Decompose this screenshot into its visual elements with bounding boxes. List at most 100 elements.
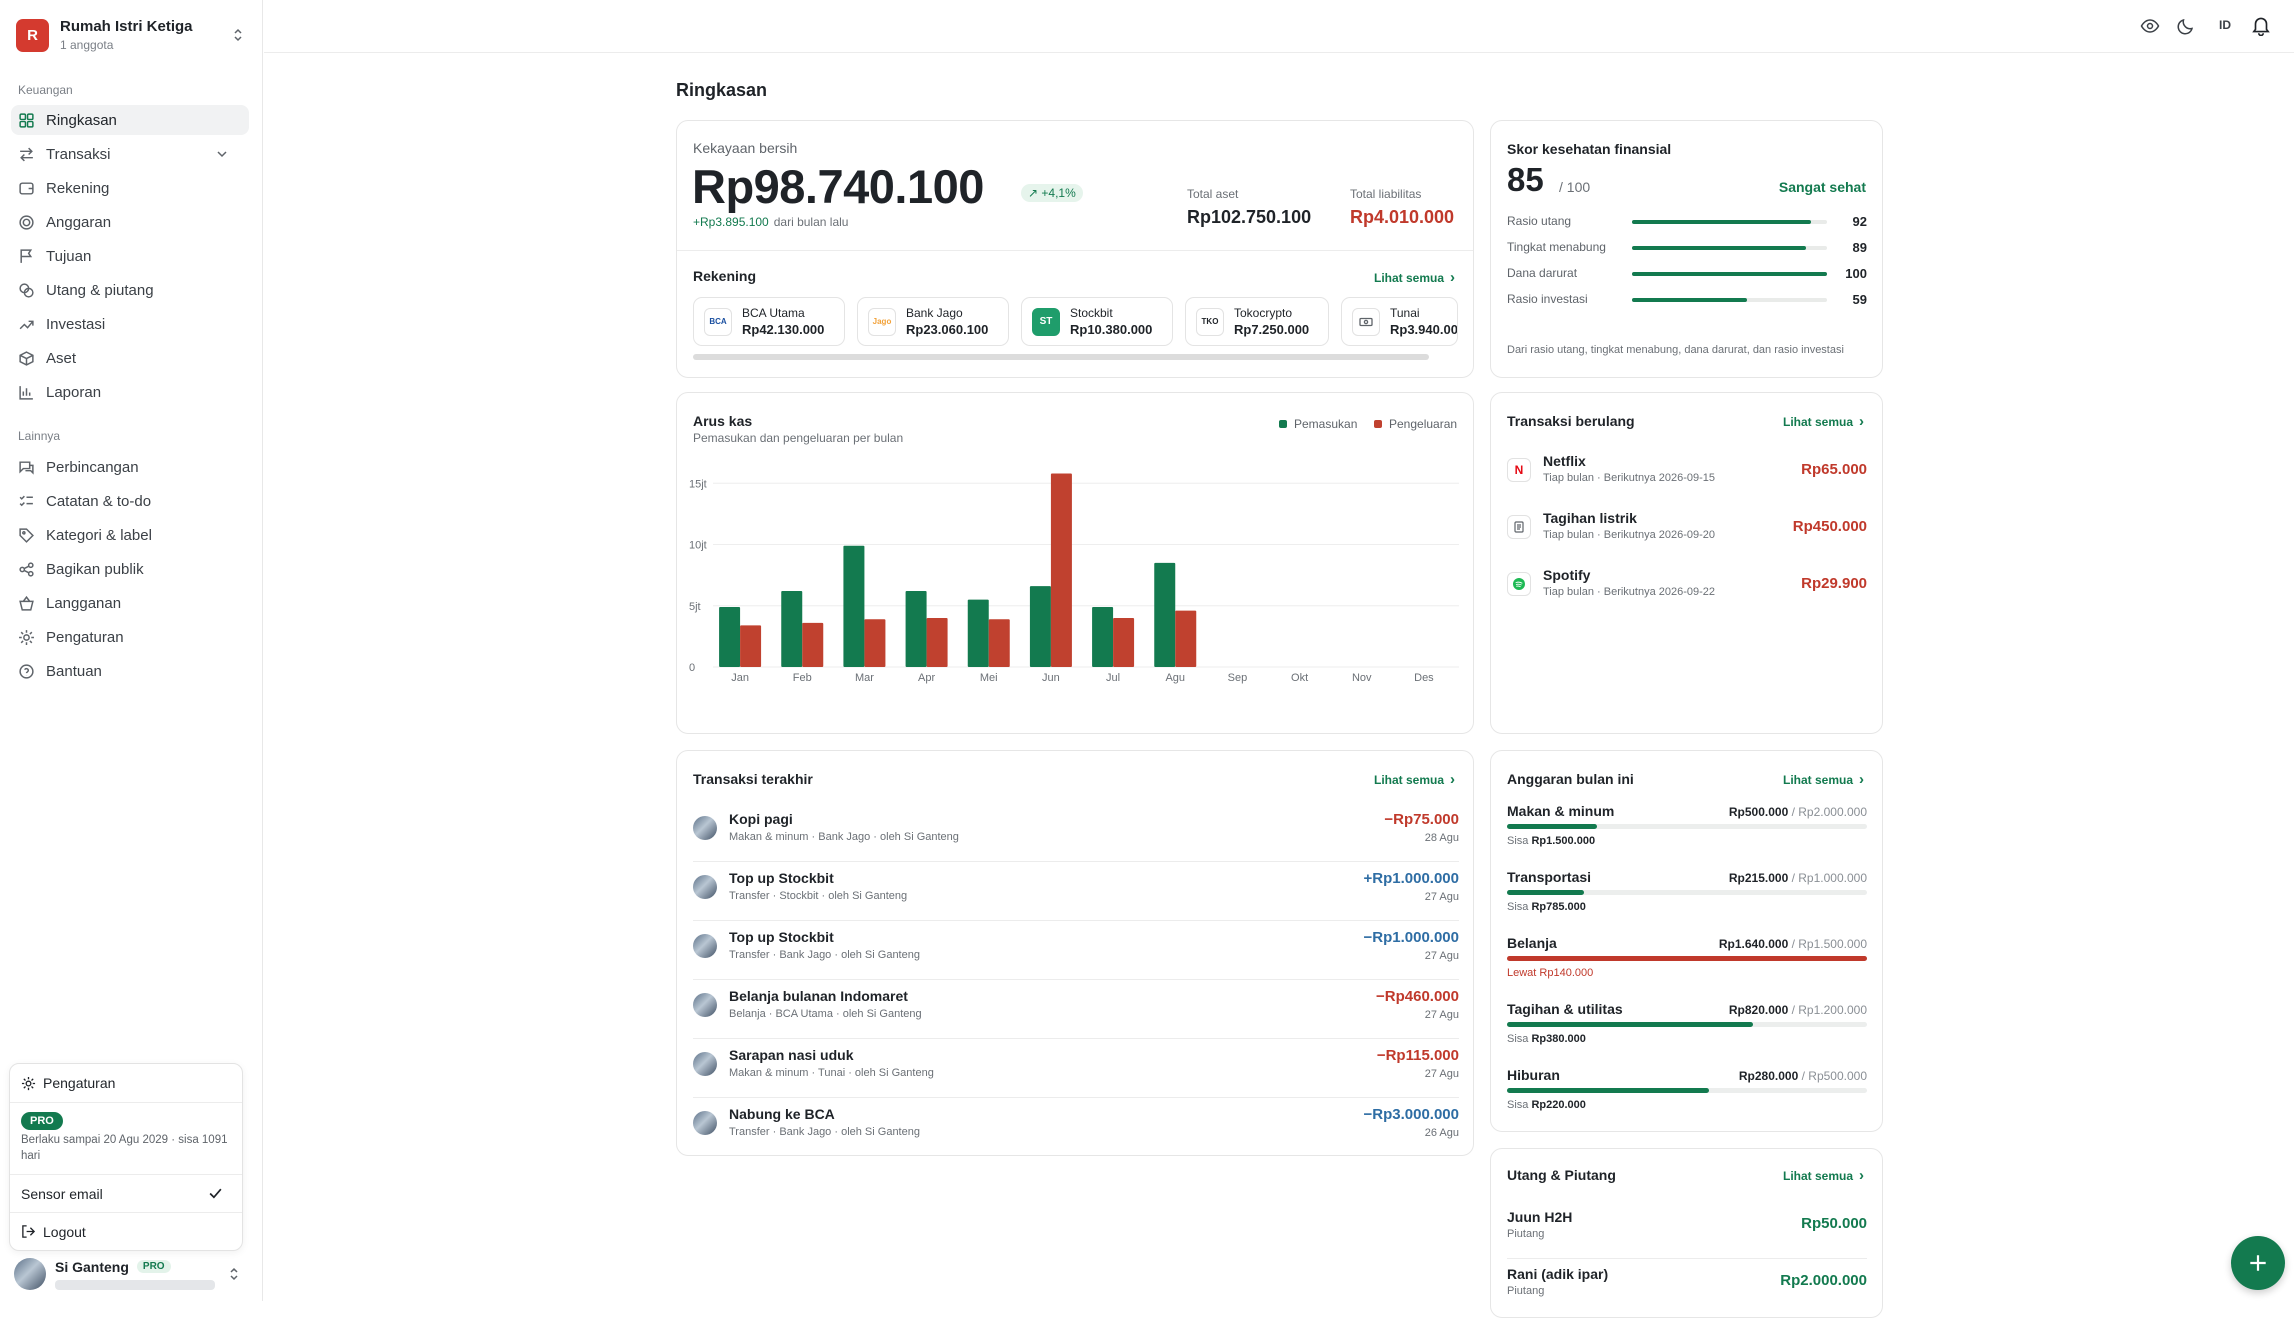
user-email-redacted (55, 1279, 215, 1290)
transaction-row[interactable]: Belanja bulanan Indomaret Belanja · BCA … (693, 980, 1459, 1039)
account-tile-cash[interactable]: Tunai Rp3.940.000 (1341, 297, 1458, 346)
legend-income: Pemasukan (1279, 417, 1357, 431)
language-toggle[interactable]: ID (2219, 18, 2231, 32)
add-transaction-button[interactable] (2231, 1236, 2285, 1290)
sidebar-item-notes[interactable]: Catatan & to-do (11, 486, 249, 516)
sidebar-item-label: Transaksi (46, 145, 111, 163)
y-tick-label: 10jt (689, 540, 707, 552)
transaction-amount: −Rp75.000 (1384, 811, 1459, 828)
recurring-see-all-link[interactable]: Lihat semua (1783, 415, 1864, 429)
expense-bar (988, 619, 1010, 667)
sidebar-item-subscription[interactable]: Langganan (11, 588, 249, 618)
ratio-label: Rasio utang (1507, 214, 1572, 228)
sidebar-item-label: Rekening (46, 179, 110, 197)
debts-see-all-link[interactable]: Lihat semua (1783, 1169, 1864, 1183)
sidebar-item-settings[interactable]: Pengaturan (11, 622, 249, 652)
account-balance: Rp23.060.100 (906, 322, 989, 337)
sidebar-item-reports[interactable]: Laporan (11, 377, 249, 407)
recurring-schedule: Tiap bulan · Berikutnya 2026-09-15 (1543, 472, 1716, 484)
debt-name: Rani (adik ipar) (1507, 1266, 1609, 1282)
ratio-bar (1632, 246, 1806, 250)
expense-bar (1113, 618, 1135, 667)
account-name: Tunai (1390, 306, 1420, 320)
transaction-row[interactable]: Nabung ke BCA Transfer · Bank Jago · ole… (693, 1098, 1459, 1157)
x-tick-label: Jun (1042, 672, 1060, 684)
sidebar-item-debts[interactable]: Utang & piutang (11, 275, 249, 305)
budget-category: Transportasi (1507, 869, 1592, 885)
sidebar-item-goals[interactable]: Tujuan (11, 241, 249, 271)
transaction-row[interactable]: Top up Stockbit Transfer · Stockbit · ol… (693, 862, 1459, 921)
bill-icon (1507, 515, 1531, 539)
transaction-meta: Belanja · BCA Utama · oleh Si Ganteng (729, 1008, 922, 1020)
accounts-scrollbar[interactable] (693, 354, 1429, 360)
budget-see-all-link[interactable]: Lihat semua (1783, 773, 1864, 787)
gear-icon (19, 629, 34, 645)
avatar (693, 816, 717, 840)
budget-row[interactable]: Belanja Rp1.640.000 / Rp1.500.000 Lewat … (1507, 935, 1867, 989)
recurring-title: Transaksi berulang (1507, 413, 1635, 429)
workspace-logo: R (16, 18, 49, 52)
budget-row[interactable]: Makan & minum Rp500.000 / Rp2.000.000 Si… (1507, 803, 1867, 857)
cashflow-card: Arus kas Pemasukan dan pengeluaran per b… (676, 392, 1474, 734)
debt-row[interactable]: Rani (adik ipar) Piutang Rp2.000.000 (1507, 1266, 1867, 1316)
financial-health-card: Skor kesehatan finansial 85 / 100 Sangat… (1490, 120, 1883, 378)
debt-type: Piutang (1507, 1228, 1545, 1240)
account-tile-stockbit[interactable]: ST Stockbit Rp10.380.000 (1021, 297, 1173, 346)
recurring-item-electricity[interactable]: Tagihan listrik Tiap bulan · Berikutnya … (1507, 510, 1867, 550)
sidebar-item-discussion[interactable]: Perbincangan (11, 452, 249, 482)
sidebar-item-help[interactable]: Bantuan (11, 656, 249, 686)
budget-progress (1507, 824, 1597, 829)
net-worth-label: Kekayaan bersih (693, 140, 798, 156)
sidebar-item-accounts[interactable]: Rekening (11, 173, 249, 203)
user-account-switcher[interactable]: Si Ganteng PRO (14, 1254, 246, 1294)
budget-amount: Rp215.000 / Rp1.000.000 (1729, 871, 1867, 885)
menu-settings[interactable]: Pengaturan (10, 1064, 242, 1102)
budget-row[interactable]: Tagihan & utilitas Rp820.000 / Rp1.200.0… (1507, 1001, 1867, 1055)
account-tile-jago[interactable]: Jago Bank Jago Rp23.060.100 (857, 297, 1009, 346)
sidebar-item-budget[interactable]: Anggaran (11, 207, 249, 237)
workspace-switcher[interactable]: R Rumah Istri Ketiga 1 anggota (16, 18, 246, 52)
budget-row[interactable]: Hiburan Rp280.000 / Rp500.000 Sisa Rp220… (1507, 1067, 1867, 1121)
divider (10, 1212, 242, 1213)
recurring-item-netflix[interactable]: N Netflix Tiap bulan · Berikutnya 2026-0… (1507, 453, 1867, 493)
sidebar-item-share[interactable]: Bagikan publik (11, 554, 249, 584)
accounts-see-all-link[interactable]: Lihat semua (1374, 271, 1455, 285)
net-worth-change-badge: ↗ +4,1% (1021, 184, 1083, 202)
legend-swatch (1374, 420, 1382, 428)
total-assets: Total aset Rp102.750.100 (1187, 187, 1311, 228)
sidebar-item-summary[interactable]: Ringkasan (11, 105, 249, 135)
x-tick-label: Okt (1291, 672, 1308, 684)
transactions-see-all-link[interactable]: Lihat semua (1374, 773, 1455, 787)
score-max: / 100 (1559, 179, 1591, 195)
sidebar-item-investments[interactable]: Investasi (11, 309, 249, 339)
user-menu: Pengaturan PRO Berlaku sampai 20 Agu 202… (9, 1063, 243, 1251)
menu-logout[interactable]: Logout (10, 1213, 242, 1250)
transaction-row[interactable]: Sarapan nasi uduk Makan & minum · Tunai … (693, 1039, 1459, 1098)
transaction-row[interactable]: Kopi pagi Makan & minum · Bank Jago · ol… (693, 803, 1459, 862)
expense-bar (926, 618, 948, 667)
budget-row[interactable]: Transportasi Rp215.000 / Rp1.000.000 Sis… (1507, 869, 1867, 923)
menu-sensor-email[interactable]: Sensor email (10, 1175, 242, 1212)
recurring-item-spotify[interactable]: Spotify Tiap bulan · Berikutnya 2026-09-… (1507, 567, 1867, 607)
moon-icon[interactable] (2176, 16, 2196, 36)
budget-progress (1507, 1022, 1753, 1027)
net-worth-value: Rp98.740.100 (692, 160, 984, 213)
sidebar-item-transactions[interactable]: Transaksi (11, 139, 249, 169)
chevron-updown-icon (230, 1267, 238, 1281)
transaction-date: 27 Agu (1424, 950, 1459, 962)
bell-icon[interactable] (2250, 14, 2272, 36)
net-worth-delta-note: dari bulan lalu (773, 215, 849, 229)
debt-row[interactable]: Juun H2H Piutang Rp50.000 (1507, 1209, 1867, 1259)
eye-icon[interactable] (2140, 16, 2160, 36)
sidebar-item-label: Bantuan (46, 662, 102, 680)
sidebar-item-categories[interactable]: Kategori & label (11, 520, 249, 550)
budget-spent: Rp215.000 (1728, 871, 1789, 885)
x-tick-label: Nov (1352, 672, 1372, 684)
sidebar-item-assets[interactable]: Aset (11, 343, 249, 373)
transaction-amount: −Rp115.000 (1376, 1047, 1459, 1064)
account-tile-tokocrypto[interactable]: TKO Tokocrypto Rp7.250.000 (1185, 297, 1329, 346)
budget-title: Anggaran bulan ini (1507, 771, 1634, 787)
transaction-row[interactable]: Top up Stockbit Transfer · Bank Jago · o… (693, 921, 1459, 980)
budget-remaining: Sisa Rp380.000 (1507, 1033, 1586, 1045)
account-tile-bca[interactable]: BCA BCA Utama Rp42.130.000 (693, 297, 845, 346)
